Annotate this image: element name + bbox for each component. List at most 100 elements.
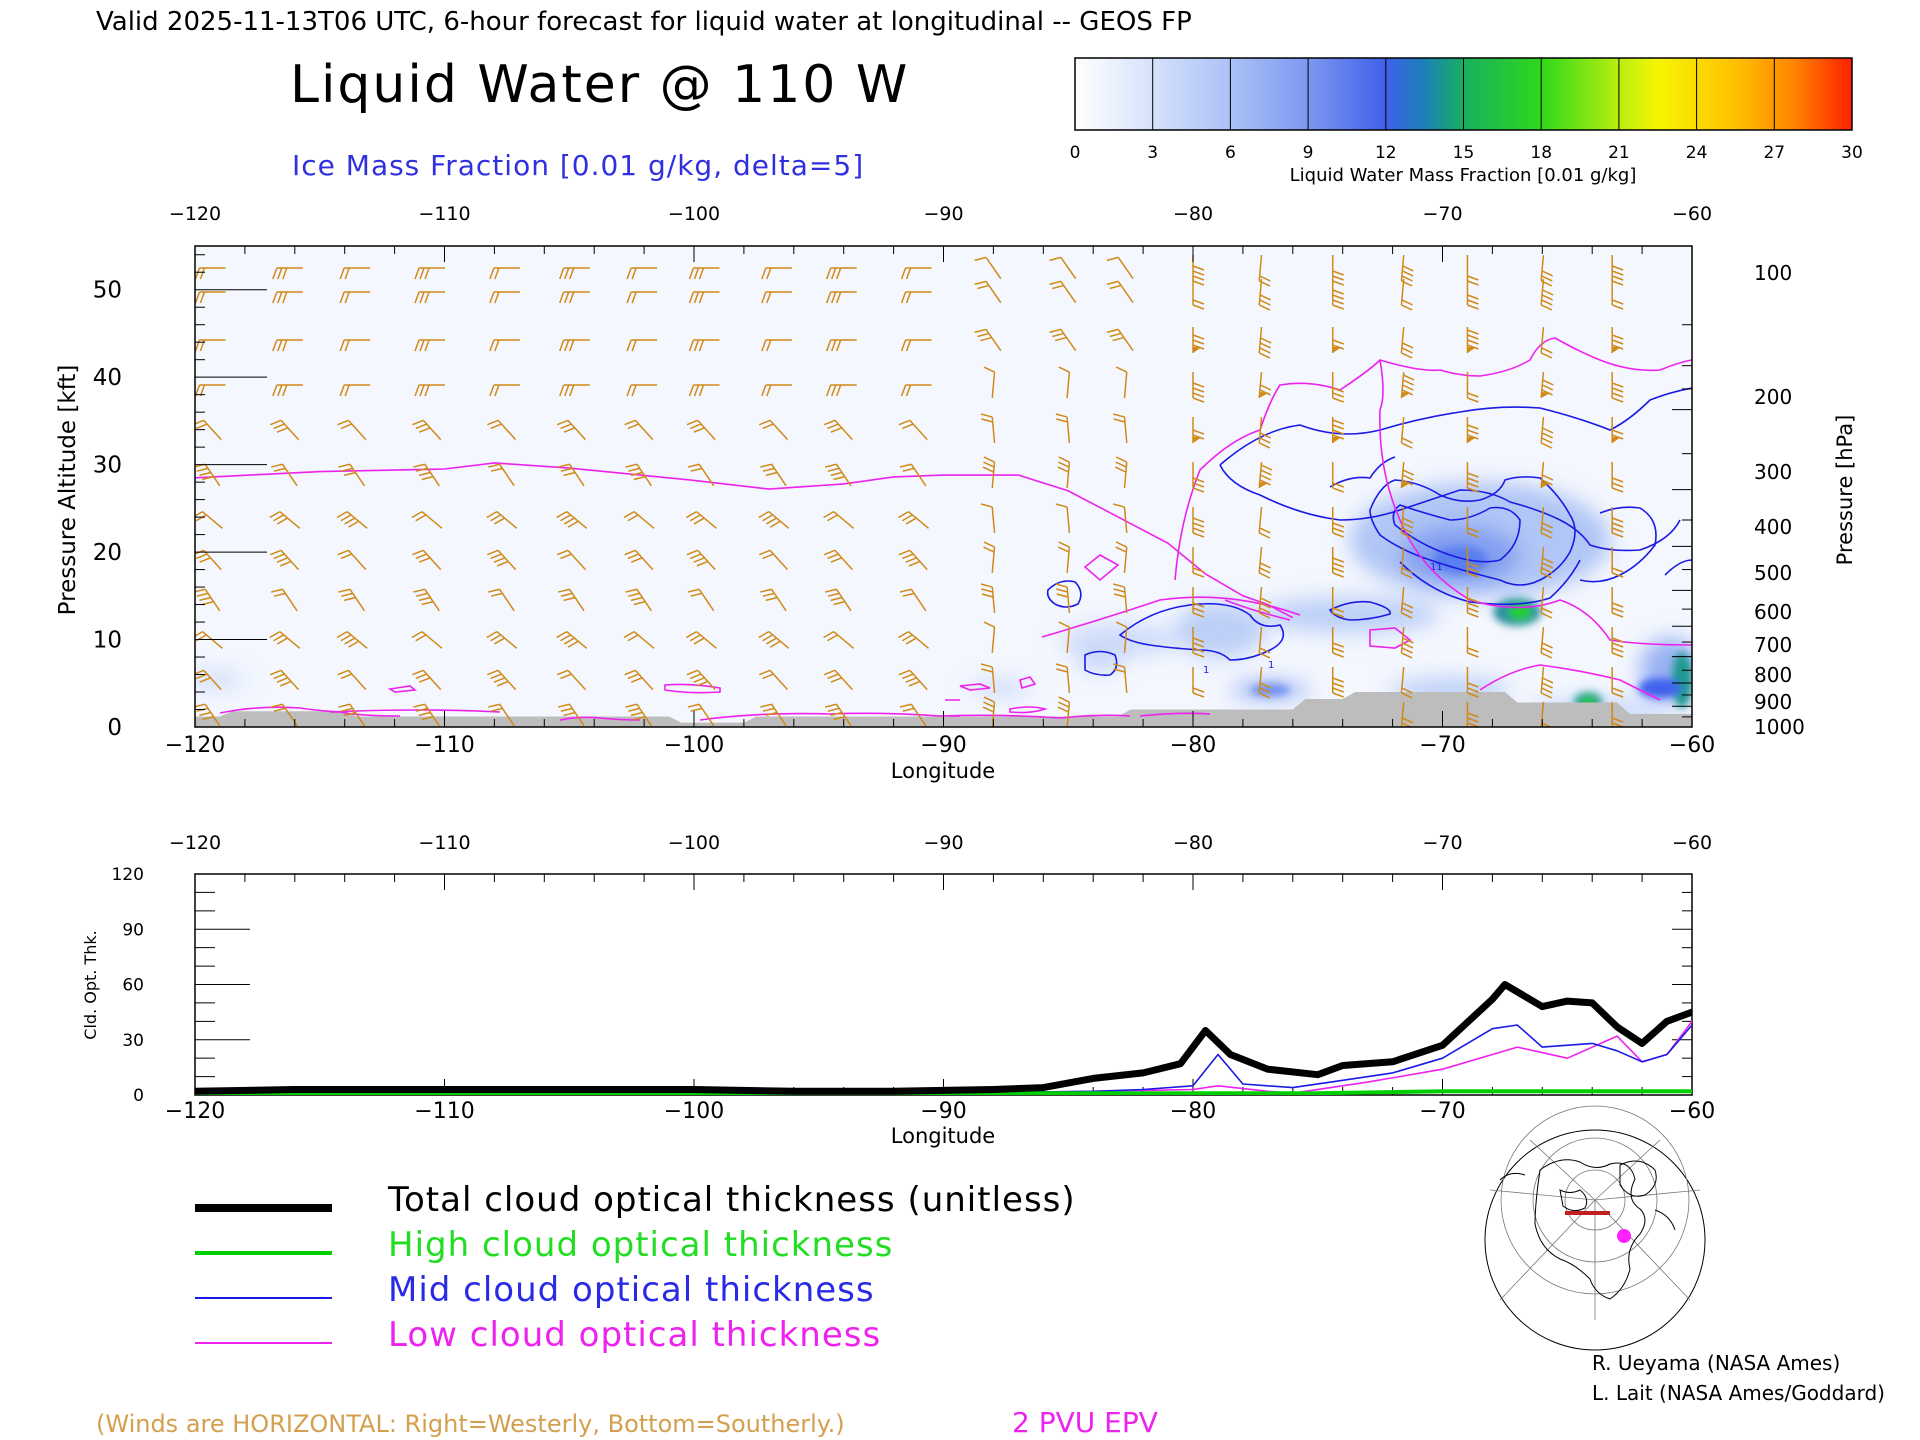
wind-barb <box>1331 417 1344 443</box>
wind-barb-feather <box>765 711 778 717</box>
wind-barb <box>338 703 366 727</box>
wind-barb-feather <box>497 680 509 687</box>
wind-barb-feather <box>898 669 911 676</box>
wind-barb-feather <box>337 419 349 426</box>
wind-barb-feather <box>687 703 700 708</box>
bottom-plot-y-label: 0 <box>133 1086 144 1106</box>
wind-barb-feather <box>556 669 569 676</box>
wind-barb-feather <box>1401 647 1413 654</box>
wind-barb-feather <box>490 423 502 430</box>
wind-barb <box>412 669 442 691</box>
wind-barb <box>900 384 932 397</box>
wind-barb <box>899 463 927 487</box>
wind-barb-feather <box>337 549 349 556</box>
wind-barb-feather <box>827 634 838 642</box>
wind-barb-feather <box>195 423 208 430</box>
wind-barb <box>1611 667 1624 698</box>
wind-barb <box>1331 255 1344 286</box>
wind-barb-feather <box>1467 397 1479 403</box>
wind-barb-feather <box>1258 352 1271 359</box>
top-plot-x-label-bottom: −110 <box>414 733 474 758</box>
wind-barb <box>1106 328 1134 352</box>
wind-barb-feather <box>1057 466 1069 473</box>
wind-barb-feather <box>698 339 705 352</box>
epv-contour <box>1083 554 1120 582</box>
wind-barb <box>1540 546 1554 579</box>
wind-barb-feather <box>624 549 636 556</box>
wind-barb-feather <box>272 291 278 304</box>
wind-barb <box>983 621 996 654</box>
bottom-plot-x-label-top: −90 <box>923 832 963 854</box>
wind-barb-feather <box>762 707 775 712</box>
ice-contour <box>1219 387 1692 466</box>
wind-barb-feather <box>687 588 700 593</box>
lw-region-mid <box>1260 597 1440 633</box>
wind-barb <box>1258 546 1272 579</box>
wind-barb <box>556 549 586 571</box>
wind-barb <box>488 463 515 487</box>
inset-map-coastlines <box>1499 1159 1676 1300</box>
wind-barb <box>269 419 300 441</box>
wind-barb-feather <box>344 267 350 280</box>
wind-barb-feather <box>766 517 777 525</box>
wind-barb-feather <box>202 715 214 721</box>
wind-barb-feather <box>1541 562 1553 569</box>
wind-barb-feather <box>902 707 915 712</box>
wind-barb <box>623 510 655 529</box>
wind-barb-feather <box>1058 366 1070 373</box>
kft-tick-label: 10 <box>93 628 122 654</box>
wind-barb-feather <box>1401 442 1413 449</box>
wind-barb-feather <box>900 267 907 280</box>
wind-barb-feather <box>762 467 775 472</box>
wind-barb-feather <box>905 267 912 280</box>
wind-barb-feather <box>1259 299 1271 306</box>
wind-barb-feather <box>563 471 576 477</box>
wind-barb <box>412 419 442 441</box>
wind-barb-feather <box>418 596 431 602</box>
epv-contour <box>559 716 641 721</box>
wind-barb <box>1258 416 1272 449</box>
wind-barb <box>339 267 371 280</box>
wind-barb-feather <box>1259 647 1271 654</box>
wind-barb-feather <box>761 267 767 280</box>
wind-barb <box>974 256 1002 280</box>
wind-barb-feather <box>1192 602 1205 608</box>
wind-barb-feather <box>415 553 427 560</box>
wind-barb-feather <box>908 560 921 567</box>
wind-barb <box>1258 626 1271 659</box>
wind-barb-feather <box>1113 668 1126 673</box>
wind-barb-feather <box>1058 541 1070 548</box>
wind-barb <box>1115 621 1128 654</box>
wind-barb-feather <box>693 384 700 397</box>
wind-barb-feather <box>489 339 495 352</box>
wind-barb-feather <box>414 339 420 352</box>
wind-barb-feather <box>1541 474 1554 481</box>
wind-barb-feather <box>199 596 211 602</box>
wind-barb-feather <box>835 291 842 304</box>
wind-barb-feather <box>1542 677 1554 684</box>
wind-barb <box>687 463 715 487</box>
bottom-plot-x-labels-bottom: −120 −110 −100 −90 −80 −70 −60 <box>165 1099 1715 1124</box>
wind-barb-feather <box>766 637 777 645</box>
wind-barb-feather <box>830 291 837 304</box>
wind-barb <box>1540 371 1554 399</box>
wind-barb-feather <box>412 419 424 426</box>
wind-barb-feather <box>196 592 209 597</box>
wind-barb-feather <box>1467 527 1479 533</box>
wind-barb <box>1540 701 1553 727</box>
wind-barb-feather <box>1332 607 1344 613</box>
wind-barb <box>1540 506 1553 539</box>
wind-barb-feather <box>1192 280 1205 286</box>
wind-barb-feather <box>1540 652 1553 659</box>
wind-barb-staff <box>1060 256 1077 280</box>
ice-contour-label: 1 <box>1268 660 1274 671</box>
wind-barb-feather <box>902 423 914 430</box>
wind-barb-flag <box>1467 347 1477 353</box>
wind-barb-feather <box>835 267 842 280</box>
wind-barb-feather <box>1611 607 1624 613</box>
wind-barb-feather <box>762 514 774 522</box>
wind-barb-feather <box>1049 328 1061 334</box>
wind-barb-feather <box>339 267 345 280</box>
wind-barb-feather <box>560 467 573 472</box>
wind-barb-feather <box>1541 527 1553 534</box>
